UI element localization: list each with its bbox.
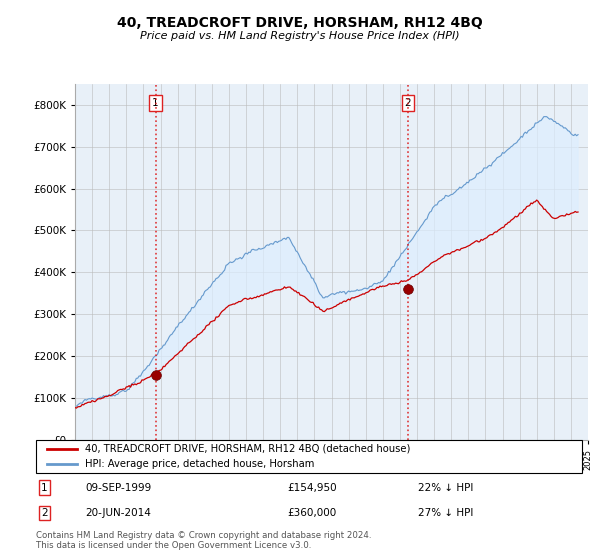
Text: 1: 1 (41, 483, 47, 493)
Text: 22% ↓ HPI: 22% ↓ HPI (418, 483, 473, 493)
Text: £154,950: £154,950 (287, 483, 337, 493)
Text: 40, TREADCROFT DRIVE, HORSHAM, RH12 4BQ (detached house): 40, TREADCROFT DRIVE, HORSHAM, RH12 4BQ … (85, 444, 410, 454)
Text: £360,000: £360,000 (287, 508, 337, 518)
FancyBboxPatch shape (36, 440, 582, 473)
Text: 1: 1 (152, 98, 159, 108)
Text: 27% ↓ HPI: 27% ↓ HPI (418, 508, 473, 518)
Text: 20-JUN-2014: 20-JUN-2014 (85, 508, 151, 518)
Text: HPI: Average price, detached house, Horsham: HPI: Average price, detached house, Hors… (85, 459, 314, 469)
Text: 09-SEP-1999: 09-SEP-1999 (85, 483, 151, 493)
Text: Price paid vs. HM Land Registry's House Price Index (HPI): Price paid vs. HM Land Registry's House … (140, 31, 460, 41)
Text: 2: 2 (404, 98, 411, 108)
Text: 2: 2 (41, 508, 47, 518)
Text: 40, TREADCROFT DRIVE, HORSHAM, RH12 4BQ: 40, TREADCROFT DRIVE, HORSHAM, RH12 4BQ (117, 16, 483, 30)
Text: Contains HM Land Registry data © Crown copyright and database right 2024.
This d: Contains HM Land Registry data © Crown c… (36, 531, 371, 550)
